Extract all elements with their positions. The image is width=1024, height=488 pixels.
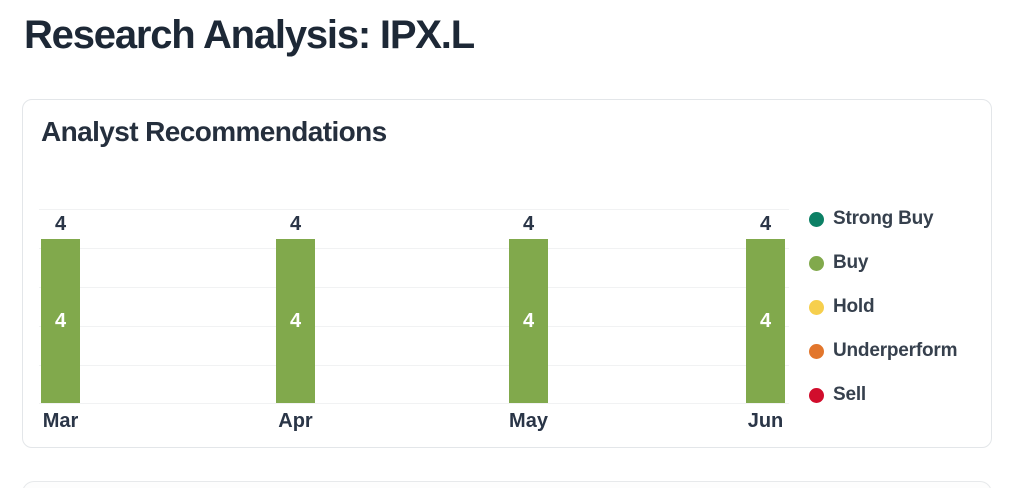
x-axis-label-mar: Mar [42,410,79,432]
bar-apr-buy[interactable]: 4 [276,239,315,403]
legend-label: Strong Buy [833,208,934,229]
bar-column-jun: 4 4 Jun [746,209,785,432]
next-card-partial [22,481,992,488]
legend-item-sell[interactable]: Sell [809,380,999,410]
gridline [39,326,789,327]
analyst-recommendations-card: Analyst Recommendations 4 4 Mar 4 4 Apr … [22,99,992,448]
legend-dot-underperform-icon [809,343,824,359]
legend-dot-strong-buy-icon [809,211,824,227]
bar-mar-buy[interactable]: 4 [41,239,80,403]
legend-label: Sell [833,384,866,405]
legend-item-strong-buy[interactable]: Strong Buy [809,204,999,234]
x-axis-label-jun: Jun [747,410,784,432]
page-title: Research Analysis: IPX.L [24,13,475,57]
chart-plot-area: 4 4 Mar 4 4 Apr 4 4 May 4 4 Jun [39,209,789,432]
legend-label: Buy [833,252,869,273]
legend-item-underperform[interactable]: Underperform [809,336,999,366]
bar-column-may: 4 4 May [509,209,548,432]
legend-item-buy[interactable]: Buy [809,248,999,278]
bar-value-label: 4 [54,213,67,235]
legend-dot-sell-icon [809,387,824,403]
chart-legend: Strong Buy Buy Hold Underperform Sell [809,204,999,410]
gridline [39,403,789,404]
legend-label: Underperform [833,340,958,361]
bar-column-apr: 4 4 Apr [276,209,315,432]
bar-value-label: 4 [522,213,535,235]
bar-inside-label: 4 [54,309,67,332]
bar-inside-label: 4 [759,309,772,332]
gridline [39,209,789,210]
bar-may-buy[interactable]: 4 [509,239,548,403]
bar-inside-label: 4 [289,309,302,332]
gridline [39,287,789,288]
gridline [39,365,789,366]
bar-column-mar: 4 4 Mar [41,209,80,432]
legend-dot-buy-icon [809,255,824,271]
gridline [39,248,789,249]
x-axis-label-may: May [509,410,548,432]
bar-inside-label: 4 [522,309,535,332]
bar-value-label: 4 [759,213,772,235]
x-axis-label-apr: Apr [278,410,313,432]
card-title: Analyst Recommendations [41,116,387,147]
bar-value-label: 4 [289,213,302,235]
legend-label: Hold [833,296,875,317]
legend-dot-hold-icon [809,299,824,315]
bar-jun-buy[interactable]: 4 [746,239,785,403]
legend-item-hold[interactable]: Hold [809,292,999,322]
